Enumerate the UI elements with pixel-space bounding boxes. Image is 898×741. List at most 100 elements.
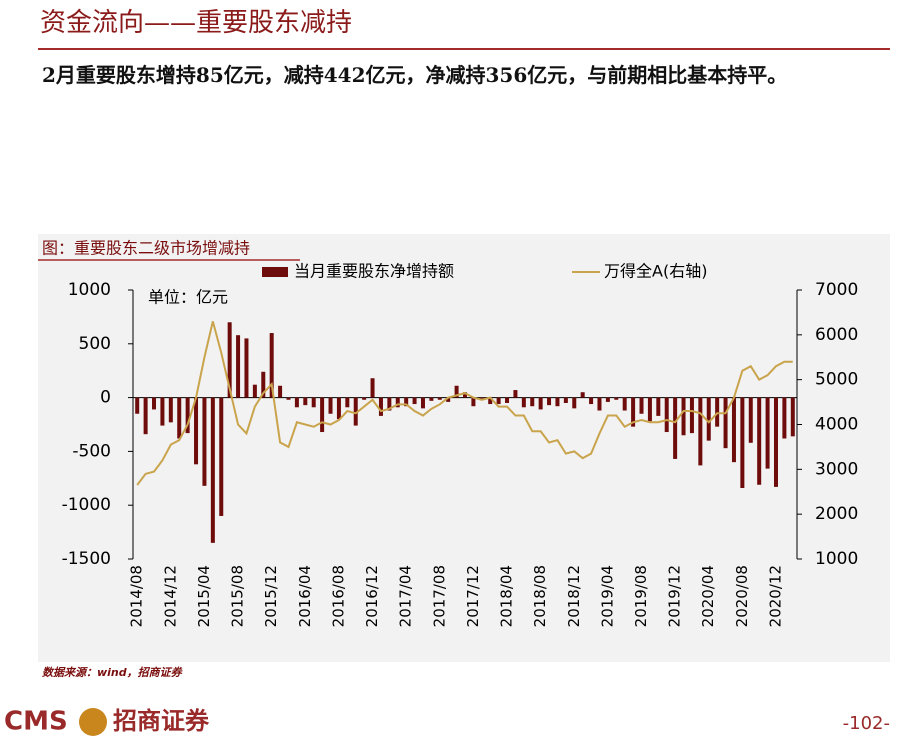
- bar: [143, 397, 148, 435]
- y-tick-label: -500: [72, 441, 111, 461]
- x-tick-label: 2019/04: [598, 565, 616, 627]
- x-tick-label: 2018/04: [498, 565, 516, 627]
- y-tick-label: -1500: [62, 549, 111, 569]
- x-tick-label: 2016/04: [296, 565, 314, 627]
- source: 数据来源：wind，招商证券: [42, 666, 183, 679]
- x-tick-label: 2015/08: [229, 565, 247, 627]
- bar: [555, 397, 560, 407]
- bar: [362, 397, 367, 400]
- bar: [135, 397, 140, 414]
- page-number: -102-: [843, 713, 890, 734]
- brand: 招商证券: [113, 707, 210, 735]
- bar: [446, 397, 451, 402]
- bar: [597, 397, 602, 411]
- bar: [547, 397, 552, 406]
- bar: [505, 397, 510, 403]
- y2-tick-label: 7000: [815, 280, 858, 300]
- bar: [320, 397, 325, 433]
- bar: [244, 338, 249, 398]
- x-tick-label: 2020/12: [766, 565, 784, 627]
- bar: [303, 397, 308, 406]
- legend-label: 当月重要股东净增持额: [294, 262, 454, 281]
- bar: [589, 397, 594, 405]
- bar: [378, 397, 383, 416]
- bar: [278, 385, 283, 398]
- bar: [412, 397, 417, 405]
- bar: [345, 397, 350, 408]
- bar: [261, 371, 266, 398]
- bar: [236, 335, 241, 398]
- x-tick-label: 2018/12: [565, 565, 583, 627]
- bar: [219, 397, 224, 516]
- unit-note: 单位：亿元: [148, 288, 228, 307]
- y2-tick-label: 4000: [815, 415, 858, 435]
- bar: [463, 392, 467, 398]
- bar: [723, 397, 728, 449]
- x-tick-label: 2016/12: [363, 565, 381, 627]
- y2-tick-label: 3000: [815, 459, 858, 479]
- bar: [731, 397, 736, 463]
- x-tick-label: 2015/04: [195, 565, 213, 627]
- bar: [429, 397, 434, 401]
- body-text: 2月重要股东增持85亿元，减持442亿元，净减持356亿元，与前期相比基本持平。: [42, 63, 788, 87]
- bar: [538, 397, 543, 410]
- x-tick-label: 2019/08: [632, 565, 650, 627]
- bar: [168, 397, 173, 423]
- bar: [681, 397, 686, 436]
- legend-swatch: [262, 267, 288, 277]
- bar: [698, 397, 703, 466]
- bar: [286, 397, 291, 400]
- bar: [488, 397, 493, 405]
- bar: [790, 397, 795, 437]
- bar: [580, 392, 585, 398]
- bar: [370, 378, 375, 398]
- y-tick-label: 500: [79, 334, 111, 354]
- y2-tick-label: 2000: [815, 504, 858, 524]
- bar: [622, 397, 627, 411]
- bar: [160, 397, 165, 426]
- bar: [782, 397, 787, 439]
- bar: [715, 397, 720, 427]
- bar: [631, 397, 636, 427]
- x-tick-label: 2014/08: [128, 565, 146, 627]
- x-tick-label: 2020/04: [699, 565, 717, 627]
- bar: [404, 397, 409, 407]
- bar: [647, 397, 652, 422]
- line: [136, 321, 793, 486]
- bar: [454, 385, 459, 398]
- x-tick-label: 2017/04: [397, 565, 415, 627]
- bar: [294, 397, 299, 408]
- x-tick-label: 2019/12: [666, 565, 684, 627]
- bar: [311, 397, 316, 408]
- x-tick-label: 2018/08: [531, 565, 549, 627]
- bar: [757, 397, 762, 485]
- y2-tick-label: 5000: [815, 370, 858, 390]
- bar: [664, 397, 669, 433]
- logo: CMS: [4, 707, 68, 737]
- bar: [395, 397, 400, 408]
- x-tick-label: 2014/12: [161, 565, 179, 627]
- bar: [513, 390, 518, 398]
- bar: [773, 397, 778, 487]
- bar: [437, 397, 442, 400]
- bar: [336, 397, 341, 420]
- bar: [152, 397, 157, 410]
- bar: [673, 397, 678, 459]
- chart-title: 图：重要股东二级市场增减持: [42, 239, 250, 258]
- bar: [706, 397, 711, 441]
- y-tick-label: -1000: [62, 495, 111, 515]
- bar: [563, 397, 568, 403]
- page-title: 资金流向——重要股东减持: [40, 8, 352, 38]
- x-tick-label: 2020/08: [733, 565, 751, 627]
- bar: [639, 397, 644, 414]
- legend-label: 万得全A(右轴): [604, 262, 707, 281]
- bar: [387, 397, 392, 411]
- bar: [269, 333, 274, 398]
- bar: [656, 397, 661, 416]
- bar: [605, 397, 610, 402]
- x-tick-label: 2017/08: [430, 565, 448, 627]
- chart-panel: [38, 234, 890, 662]
- bar: [420, 397, 425, 409]
- bar: [740, 397, 745, 488]
